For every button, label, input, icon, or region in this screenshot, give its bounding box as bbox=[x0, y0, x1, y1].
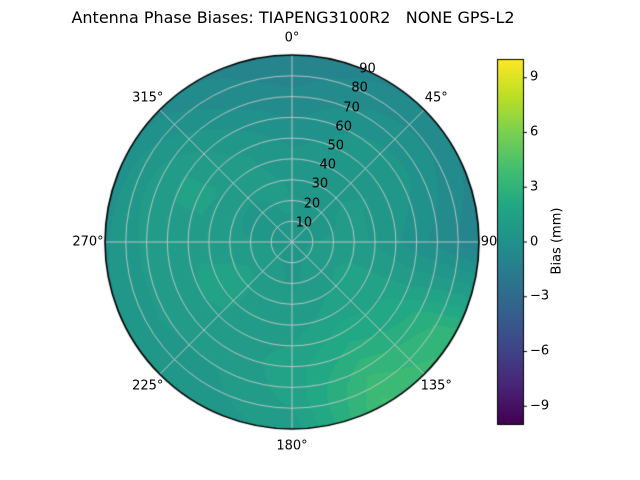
theta-tick-label: 270° bbox=[72, 234, 104, 250]
r-tick-label: 60 bbox=[335, 119, 352, 135]
colorbar-tick-label: −3 bbox=[530, 288, 550, 304]
theta-tick-label: 135° bbox=[420, 378, 452, 394]
theta-tick-label: 180° bbox=[276, 438, 308, 454]
r-tick-label: 40 bbox=[319, 157, 337, 173]
theta-tick-label: 315° bbox=[132, 90, 164, 106]
colorbar-axis-label: Bias (mm) bbox=[549, 207, 565, 275]
colorbar-tick-label: 0 bbox=[530, 234, 539, 249]
r-tick-label: 30 bbox=[311, 176, 329, 192]
theta-tick-label: 45° bbox=[424, 90, 448, 106]
theta-tick-label: 0° bbox=[284, 30, 300, 46]
colorbar-tick-label: 6 bbox=[530, 124, 539, 140]
r-tick-label: 20 bbox=[303, 196, 321, 212]
colorbar-tick-label: −6 bbox=[530, 343, 550, 359]
colorbar-tick-label: 3 bbox=[530, 179, 539, 195]
colorbar-tick-label: −9 bbox=[530, 398, 550, 414]
r-tick-label: 80 bbox=[351, 80, 368, 96]
r-tick-label: 50 bbox=[327, 138, 345, 154]
theta-tick-label: 225° bbox=[132, 378, 164, 394]
r-tick-label: 90 bbox=[359, 61, 376, 77]
r-tick-label: 70 bbox=[343, 100, 360, 116]
chart-title: Antenna Phase Biases: TIAPENG3100R2 NONE… bbox=[71, 8, 515, 27]
theta-tick-label: 90 bbox=[480, 234, 498, 250]
colorbar-tick-label: 9 bbox=[530, 69, 539, 85]
r-tick-label: 10 bbox=[295, 215, 313, 231]
